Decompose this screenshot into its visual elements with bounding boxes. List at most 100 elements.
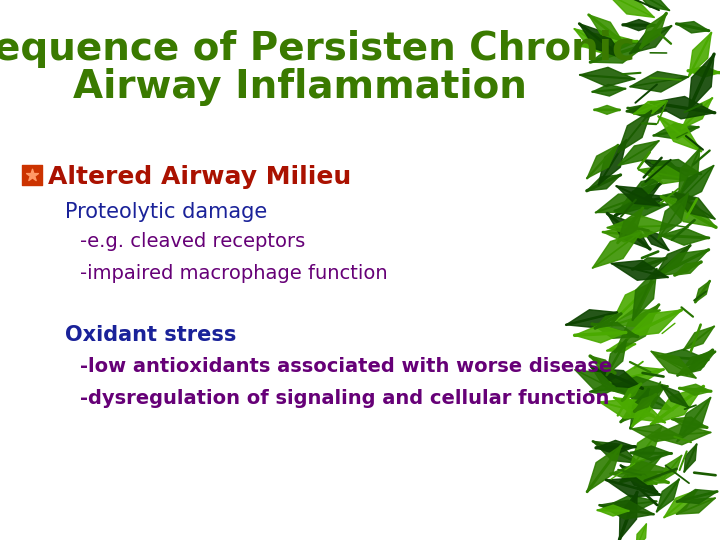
Polygon shape xyxy=(611,260,668,280)
Polygon shape xyxy=(677,498,715,514)
Polygon shape xyxy=(606,478,661,497)
Polygon shape xyxy=(631,446,672,460)
Polygon shape xyxy=(589,15,623,42)
Polygon shape xyxy=(580,68,634,86)
Polygon shape xyxy=(593,232,641,268)
Polygon shape xyxy=(598,140,626,185)
Polygon shape xyxy=(575,325,626,343)
Polygon shape xyxy=(662,386,688,407)
Polygon shape xyxy=(566,310,617,328)
Polygon shape xyxy=(626,310,681,337)
Polygon shape xyxy=(615,183,661,215)
Polygon shape xyxy=(607,215,672,238)
Polygon shape xyxy=(652,387,703,424)
Polygon shape xyxy=(634,101,667,114)
Polygon shape xyxy=(652,424,711,445)
Polygon shape xyxy=(654,124,698,139)
Polygon shape xyxy=(606,340,626,375)
Polygon shape xyxy=(657,349,708,367)
Polygon shape xyxy=(587,145,618,178)
Polygon shape xyxy=(607,342,635,352)
Polygon shape xyxy=(680,384,711,395)
Polygon shape xyxy=(636,0,670,10)
Polygon shape xyxy=(607,213,650,249)
Polygon shape xyxy=(596,441,635,454)
Polygon shape xyxy=(600,399,654,418)
Polygon shape xyxy=(618,111,652,153)
Point xyxy=(26,171,37,179)
Polygon shape xyxy=(598,505,629,516)
Text: Proteolytic damage: Proteolytic damage xyxy=(65,202,267,222)
Polygon shape xyxy=(641,14,666,48)
Polygon shape xyxy=(614,198,667,217)
Polygon shape xyxy=(606,376,667,399)
Text: -e.g. cleaved receptors: -e.g. cleaved receptors xyxy=(80,232,305,251)
Polygon shape xyxy=(595,194,647,213)
Polygon shape xyxy=(621,465,657,492)
Polygon shape xyxy=(611,367,664,385)
Polygon shape xyxy=(616,186,660,206)
Polygon shape xyxy=(628,105,655,115)
Polygon shape xyxy=(614,397,665,422)
Polygon shape xyxy=(634,395,656,411)
Polygon shape xyxy=(684,444,697,472)
Polygon shape xyxy=(651,97,715,119)
Polygon shape xyxy=(696,281,710,302)
Polygon shape xyxy=(686,350,713,374)
Polygon shape xyxy=(590,43,648,63)
Polygon shape xyxy=(683,326,714,350)
Polygon shape xyxy=(622,384,641,401)
Polygon shape xyxy=(662,197,716,227)
Polygon shape xyxy=(612,309,660,326)
Polygon shape xyxy=(617,384,672,410)
Polygon shape xyxy=(619,492,637,539)
Polygon shape xyxy=(662,192,695,203)
Polygon shape xyxy=(678,352,715,375)
Polygon shape xyxy=(595,105,620,114)
Polygon shape xyxy=(657,249,708,276)
Polygon shape xyxy=(672,417,707,429)
Polygon shape xyxy=(672,192,715,219)
Polygon shape xyxy=(632,399,651,426)
Text: -dysregulation of signaling and cellular function: -dysregulation of signaling and cellular… xyxy=(80,389,609,408)
Polygon shape xyxy=(658,194,688,239)
Polygon shape xyxy=(629,427,662,470)
Polygon shape xyxy=(636,524,647,540)
Polygon shape xyxy=(688,66,720,77)
Polygon shape xyxy=(624,194,667,209)
Polygon shape xyxy=(642,228,669,250)
Polygon shape xyxy=(675,262,701,275)
Polygon shape xyxy=(640,474,668,483)
Text: Altered Airway Milieu: Altered Airway Milieu xyxy=(48,165,351,189)
Polygon shape xyxy=(575,370,618,392)
Polygon shape xyxy=(618,208,643,243)
Polygon shape xyxy=(678,148,700,197)
Text: Sequence of Persisten Chronic: Sequence of Persisten Chronic xyxy=(0,30,634,68)
Polygon shape xyxy=(631,389,649,428)
Polygon shape xyxy=(652,159,701,177)
Polygon shape xyxy=(616,305,659,352)
Polygon shape xyxy=(676,22,709,33)
Polygon shape xyxy=(678,397,711,441)
Text: Airway Inflammation: Airway Inflammation xyxy=(73,68,527,106)
Polygon shape xyxy=(611,461,674,484)
Polygon shape xyxy=(575,29,618,56)
Polygon shape xyxy=(655,246,690,275)
Polygon shape xyxy=(595,314,621,328)
Polygon shape xyxy=(618,141,659,165)
Polygon shape xyxy=(587,446,621,492)
Polygon shape xyxy=(664,490,697,517)
Polygon shape xyxy=(629,476,657,485)
Polygon shape xyxy=(689,33,711,76)
Polygon shape xyxy=(590,386,616,395)
Polygon shape xyxy=(619,455,662,483)
Point xyxy=(26,171,37,179)
Polygon shape xyxy=(657,480,679,511)
Polygon shape xyxy=(593,84,626,96)
Polygon shape xyxy=(630,72,688,92)
Polygon shape xyxy=(593,441,639,463)
Polygon shape xyxy=(629,387,662,407)
Polygon shape xyxy=(605,495,657,514)
Polygon shape xyxy=(621,386,665,422)
Polygon shape xyxy=(643,160,690,180)
